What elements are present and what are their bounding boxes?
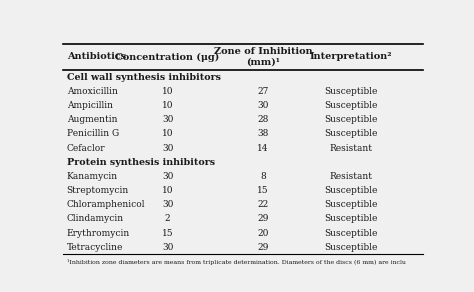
Text: Antibiotics: Antibiotics (66, 53, 126, 61)
Text: Susceptible: Susceptible (325, 129, 378, 138)
Text: 30: 30 (162, 172, 173, 181)
Text: 14: 14 (257, 144, 269, 153)
Text: Cefaclor: Cefaclor (66, 144, 105, 153)
Text: 30: 30 (257, 101, 269, 110)
Text: 30: 30 (162, 243, 173, 252)
Text: 10: 10 (162, 186, 173, 195)
Text: 15: 15 (257, 186, 269, 195)
Text: 2: 2 (165, 214, 171, 223)
Text: Streptomycin: Streptomycin (66, 186, 129, 195)
Text: 30: 30 (162, 115, 173, 124)
Text: Susceptible: Susceptible (325, 87, 378, 96)
Text: Susceptible: Susceptible (325, 200, 378, 209)
Text: 10: 10 (162, 87, 173, 96)
Text: Augmentin: Augmentin (66, 115, 117, 124)
Text: 8: 8 (260, 172, 266, 181)
Text: Resistant: Resistant (330, 172, 373, 181)
Text: 27: 27 (257, 87, 269, 96)
Text: 10: 10 (162, 101, 173, 110)
Text: Resistant: Resistant (330, 144, 373, 153)
Text: Tetracycline: Tetracycline (66, 243, 123, 252)
Text: Susceptible: Susceptible (325, 186, 378, 195)
Text: Concentration (μg): Concentration (μg) (116, 52, 220, 62)
Text: 20: 20 (257, 229, 269, 238)
Text: Ampicillin: Ampicillin (66, 101, 113, 110)
Text: Susceptible: Susceptible (325, 229, 378, 238)
Text: Susceptible: Susceptible (325, 101, 378, 110)
Text: 38: 38 (257, 129, 269, 138)
Text: Zone of Inhibition
(mm)¹: Zone of Inhibition (mm)¹ (214, 47, 312, 67)
Text: Protein synthesis inhibitors: Protein synthesis inhibitors (66, 158, 215, 167)
Text: Kanamycin: Kanamycin (66, 172, 118, 181)
Text: Susceptible: Susceptible (325, 214, 378, 223)
Text: 29: 29 (257, 214, 269, 223)
Text: 30: 30 (162, 200, 173, 209)
Text: Susceptible: Susceptible (325, 115, 378, 124)
Text: Cell wall synthesis inhibitors: Cell wall synthesis inhibitors (66, 73, 220, 82)
Text: Clindamycin: Clindamycin (66, 214, 124, 223)
Text: Penicillin G: Penicillin G (66, 129, 119, 138)
Text: 29: 29 (257, 243, 269, 252)
Text: 15: 15 (162, 229, 173, 238)
Text: ¹Inhibition zone diameters are means from triplicate determination. Diameters of: ¹Inhibition zone diameters are means fro… (66, 258, 405, 265)
Text: Erythromycin: Erythromycin (66, 229, 130, 238)
Text: Chloramphenicol: Chloramphenicol (66, 200, 145, 209)
Text: 10: 10 (162, 129, 173, 138)
Text: 22: 22 (257, 200, 269, 209)
Text: 30: 30 (162, 144, 173, 153)
Text: Interpretation²: Interpretation² (310, 53, 392, 61)
Text: Susceptible: Susceptible (325, 243, 378, 252)
Text: 28: 28 (257, 115, 269, 124)
Text: Amoxicillin: Amoxicillin (66, 87, 118, 96)
